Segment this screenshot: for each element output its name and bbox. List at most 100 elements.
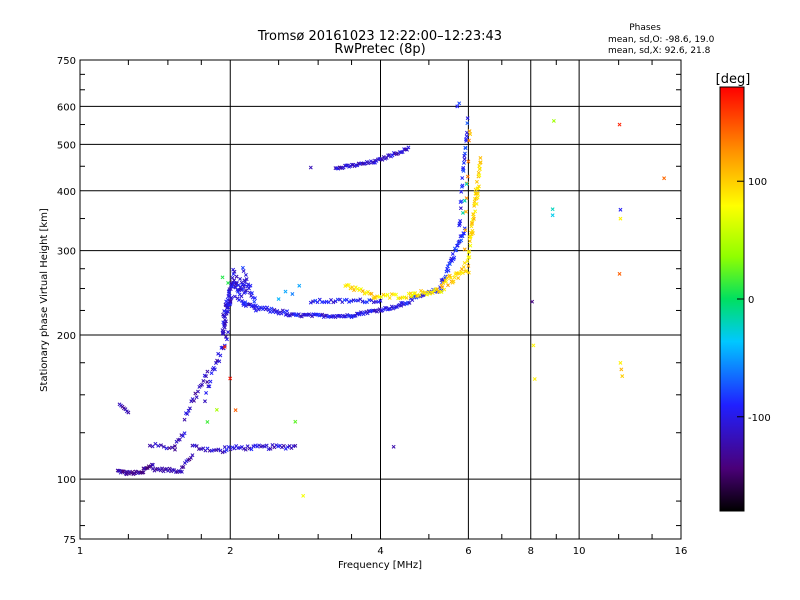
data-point (243, 279, 248, 284)
colorbar-tick-label: -100 (748, 413, 771, 424)
data-point (262, 444, 267, 449)
data-point (223, 321, 228, 326)
data-point (391, 444, 396, 449)
data-point (226, 309, 230, 314)
data-point (250, 291, 254, 296)
data-point (465, 130, 469, 135)
data-point (460, 271, 465, 275)
data-point (455, 104, 460, 109)
colorbar-tick-label: 0 (748, 295, 754, 306)
data-point (283, 289, 288, 294)
data-point (160, 466, 165, 471)
data-point (237, 298, 241, 302)
data-point (290, 292, 295, 296)
data-point (228, 376, 233, 381)
data-point (389, 304, 394, 309)
data-point (474, 201, 479, 206)
data-point (204, 374, 209, 379)
y-tick-label: 750 (57, 56, 76, 67)
data-point (383, 293, 388, 298)
data-point (360, 289, 365, 294)
data-point (394, 292, 399, 297)
y-axis-label: Stationary phase Virtual Height [km] (39, 208, 50, 392)
data-point (264, 443, 269, 448)
x-tick-label: 2 (227, 546, 233, 557)
data-point (244, 277, 249, 282)
data-point (462, 157, 467, 162)
data-point (141, 470, 146, 475)
data-point (194, 444, 199, 449)
data-point (476, 184, 481, 189)
data-point (407, 300, 412, 305)
data-point (185, 412, 190, 416)
data-point (456, 276, 461, 281)
data-point (463, 228, 468, 233)
data-point (285, 445, 290, 450)
data-point (448, 262, 452, 267)
data-point (384, 156, 389, 160)
colorbar-ticks: 100 0 -100 (737, 177, 771, 424)
x-tick-label: 10 (573, 546, 586, 557)
data-point (253, 296, 257, 301)
data-point (478, 156, 483, 160)
data-point (464, 182, 469, 186)
data-point (232, 269, 237, 274)
gridlines (80, 60, 681, 539)
data-point (408, 291, 413, 296)
data-point (385, 292, 390, 297)
data-point (460, 183, 465, 188)
data-point (252, 299, 257, 304)
data-point (150, 463, 155, 467)
data-point (475, 192, 480, 196)
data-point (469, 220, 474, 225)
data-point (265, 305, 270, 310)
data-point (196, 389, 200, 394)
y-tick-label: 200 (57, 331, 76, 342)
y-tick-label: 500 (57, 140, 76, 151)
data-point (477, 164, 482, 168)
data-point (380, 157, 385, 162)
data-point (241, 269, 246, 274)
data-point (618, 207, 623, 212)
data-point (234, 274, 239, 279)
data-point (477, 167, 482, 171)
data-point (203, 399, 207, 404)
data-point (222, 344, 227, 349)
data-point (462, 151, 467, 156)
data-point (220, 275, 225, 280)
data-point (352, 288, 356, 293)
data-point (272, 307, 277, 312)
data-point (620, 374, 625, 379)
data-point (223, 334, 228, 339)
data-point (381, 292, 386, 297)
data-point (243, 288, 248, 293)
data-point (276, 297, 281, 302)
data-point (224, 319, 228, 324)
y-tick-label: 100 (57, 475, 76, 486)
data-point (240, 287, 245, 292)
data-point (241, 446, 246, 451)
data-point (212, 367, 217, 372)
y-tick-label: 600 (57, 102, 76, 113)
data-point (188, 455, 193, 460)
data-point (464, 209, 468, 214)
data-point (550, 213, 555, 218)
data-point (462, 247, 467, 252)
data-point (463, 146, 468, 151)
data-point (378, 298, 383, 303)
data-point (205, 369, 210, 374)
data-point (365, 311, 370, 316)
colorbar-tick-label: 100 (748, 177, 767, 188)
data-point (297, 283, 302, 288)
minor-ticks (80, 60, 681, 539)
data-point (331, 300, 336, 305)
data-point (229, 295, 234, 300)
data-point (182, 417, 187, 422)
data-point (452, 255, 457, 260)
data-point (222, 445, 227, 450)
data-point (464, 134, 469, 139)
data-point (459, 189, 464, 194)
data-point (444, 269, 449, 274)
data-point (226, 305, 231, 310)
data-point (461, 160, 466, 165)
